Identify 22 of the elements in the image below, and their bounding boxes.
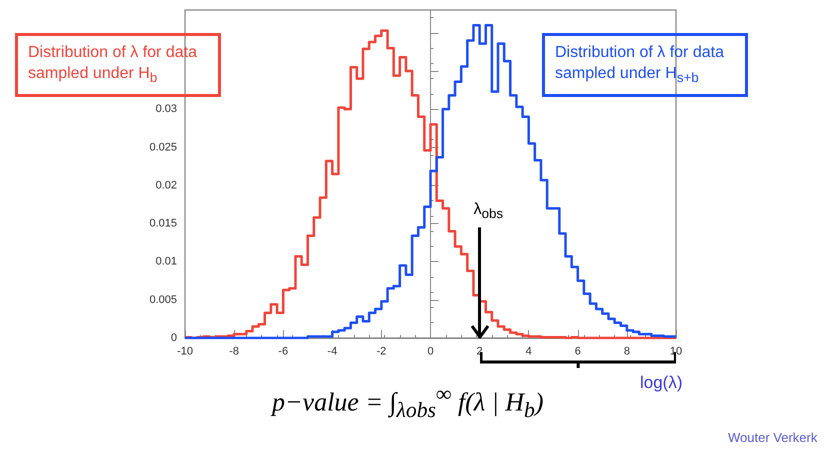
y-tick-label: 0.02 [156, 179, 177, 192]
y-tick-label: 0.03 [156, 103, 177, 116]
x-tick-label: 0 [427, 346, 434, 358]
x-axis-title: log(λ) [640, 373, 683, 393]
x-tick-label: -6 [278, 346, 288, 358]
text: Wouter Verkerk [728, 430, 818, 445]
x-tick-label: -8 [229, 346, 239, 358]
y-tick-label: 0.005 [149, 294, 177, 306]
text: Distribution of λ for data sampled under H$_{b}$ [15, 33, 221, 98]
y-tick-label: 0.015 [149, 218, 177, 230]
x-tick-label: -10 [177, 346, 193, 358]
ref-line-label: λ$_{obs}$ [474, 201, 504, 222]
x-tick-label: 6 [574, 346, 581, 358]
y-tick-label: 0 [170, 332, 177, 344]
text: Distribution of λ for data sampled under H$_{s+b}$ [542, 33, 748, 98]
x-tick-label: 4 [526, 346, 532, 358]
x-tick-label: 8 [624, 346, 630, 358]
y-tick-label: 0.025 [149, 141, 177, 154]
x-tick-label: -4 [327, 346, 338, 358]
y-tick-label: 0.01 [156, 256, 177, 268]
x-tick-label: -2 [376, 346, 386, 358]
text: p−value = ∫$_{λobs}$$^{∞}$ f(λ | H$_{b}$) [272, 382, 544, 423]
